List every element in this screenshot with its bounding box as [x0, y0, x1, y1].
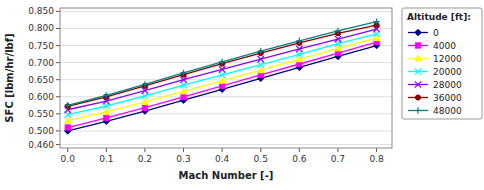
tick-label: 0.850	[28, 6, 54, 16]
data-point	[65, 125, 70, 130]
tick	[67, 148, 68, 152]
data-point	[103, 92, 109, 98]
data-point	[296, 46, 302, 52]
data-point	[258, 56, 264, 62]
legend-marker	[415, 95, 420, 100]
data-point	[219, 78, 225, 84]
data-point	[142, 105, 147, 110]
data-point	[181, 94, 186, 99]
data-point	[142, 81, 148, 87]
legend-marker	[415, 29, 421, 35]
legend-marker	[415, 107, 421, 113]
tick-label: 0.650	[28, 75, 54, 85]
tick-label: 0.600	[28, 92, 54, 102]
data-point	[296, 38, 302, 44]
tick	[56, 130, 60, 131]
data-point	[142, 99, 148, 105]
legend-label: 12000	[433, 54, 462, 64]
data-point	[219, 59, 225, 65]
data-point	[335, 36, 341, 42]
tick	[56, 11, 60, 12]
tick-label: 0.800	[28, 23, 54, 33]
tick-label: 0.2	[138, 154, 152, 164]
data-point	[65, 102, 71, 108]
series-line	[68, 34, 377, 115]
tick	[337, 148, 338, 152]
tick	[56, 45, 60, 46]
legend-label: 4000	[433, 41, 456, 51]
tick	[222, 148, 223, 152]
tick-label: 0.460	[28, 140, 54, 150]
data-point	[258, 48, 264, 54]
tick-label: 0.550	[28, 109, 54, 119]
data-point	[180, 70, 186, 76]
legend-marker	[415, 81, 421, 87]
tick-label: 0.7	[331, 154, 345, 164]
data-point	[335, 28, 341, 34]
series-line	[68, 42, 377, 127]
legend-box	[402, 8, 482, 119]
tick-label: 0.3	[176, 154, 190, 164]
tick	[299, 148, 300, 152]
data-point	[104, 115, 109, 120]
series-line	[68, 22, 377, 106]
tick	[56, 62, 60, 63]
tick	[183, 148, 184, 152]
legend-marker	[415, 68, 421, 74]
grid-line	[60, 28, 392, 29]
tick	[56, 79, 60, 80]
tick-label: 0.5	[254, 154, 268, 164]
series-line	[68, 25, 377, 106]
tick-label: 0.750	[28, 41, 54, 51]
tick-label: 0.700	[28, 58, 54, 68]
tick-label: 0.4	[215, 154, 230, 164]
data-point	[103, 109, 109, 115]
legend-label: 48000	[433, 106, 462, 116]
chart: 0.4600.5000.5500.6000.6500.7000.7500.800…	[0, 0, 484, 190]
tick	[376, 148, 377, 152]
data-point	[258, 61, 264, 67]
plot-frame	[60, 8, 392, 148]
data-point	[373, 18, 379, 24]
tick	[56, 113, 60, 114]
tick-label: 0.0	[61, 154, 76, 164]
tick	[260, 148, 261, 152]
data-point	[180, 82, 186, 88]
grid-line	[60, 130, 392, 131]
tick-label: 0.8	[369, 154, 384, 164]
legend-label: 0	[433, 28, 439, 38]
tick	[56, 144, 60, 145]
legend-label: 20000	[433, 67, 462, 77]
x-axis-label: Mach Number [-]	[179, 170, 274, 181]
data-point	[65, 117, 71, 123]
grid-line	[60, 11, 392, 12]
legend-marker	[415, 43, 420, 48]
series-line	[68, 38, 377, 121]
series-line	[68, 29, 377, 110]
data-point	[258, 67, 264, 73]
legend: Altitude [ft]: 0 4000 12000 20000 28000 36000 4…	[402, 8, 482, 119]
data-point	[220, 83, 225, 88]
legend-title: Altitude [ft]:	[407, 12, 471, 22]
tick	[56, 96, 60, 97]
tick	[56, 28, 60, 29]
data-point	[296, 51, 302, 57]
tick	[144, 148, 145, 152]
legend-label: 36000	[433, 93, 462, 103]
data-point	[219, 72, 225, 78]
series-line	[68, 46, 377, 131]
grid-line	[60, 45, 392, 46]
plot-area	[65, 18, 380, 134]
tick	[106, 148, 107, 152]
tick-label: 0.500	[28, 126, 54, 136]
legend-label: 28000	[433, 80, 462, 90]
y-axis-label: SFC [lbm/hr/lbf]	[4, 33, 15, 122]
tick-label: 0.6	[292, 154, 307, 164]
grid-line	[60, 144, 392, 145]
tick-label: 0.1	[99, 154, 113, 164]
legend-marker	[415, 55, 421, 61]
data-point	[219, 66, 225, 72]
data-point	[180, 88, 186, 94]
